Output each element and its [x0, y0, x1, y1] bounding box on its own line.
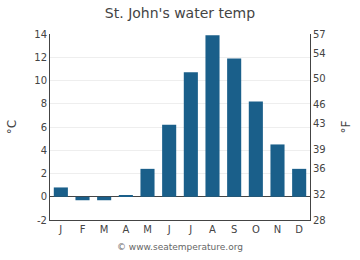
svg-text:D: D — [295, 224, 303, 235]
svg-text:12: 12 — [34, 52, 47, 63]
svg-text:50: 50 — [313, 73, 326, 84]
svg-text:S: S — [231, 224, 237, 235]
svg-text:O: O — [252, 224, 260, 235]
svg-text:4: 4 — [41, 145, 47, 156]
svg-text:39: 39 — [313, 144, 326, 155]
svg-text:M: M — [143, 224, 152, 235]
svg-text:43: 43 — [313, 118, 326, 129]
svg-text:J: J — [188, 224, 192, 235]
svg-text:32: 32 — [313, 189, 326, 200]
svg-text:10: 10 — [34, 75, 47, 86]
svg-text:8: 8 — [41, 98, 47, 109]
svg-text:0: 0 — [41, 191, 47, 202]
svg-text:A: A — [122, 224, 129, 235]
svg-text:46: 46 — [313, 99, 326, 110]
svg-text:J: J — [167, 224, 171, 235]
svg-text:M: M — [100, 224, 109, 235]
svg-text:A: A — [209, 224, 216, 235]
svg-text:57: 57 — [313, 29, 326, 40]
svg-text:54: 54 — [313, 48, 326, 59]
svg-text:St. John's water temp: St. John's water temp — [105, 5, 255, 21]
svg-text:F: F — [80, 224, 86, 235]
svg-text:°C: °C — [5, 120, 19, 134]
svg-text:© www.seatemperature.org: © www.seatemperature.org — [117, 242, 243, 252]
svg-text:N: N — [274, 224, 281, 235]
svg-text:36: 36 — [313, 163, 326, 174]
svg-text:6: 6 — [41, 122, 47, 133]
svg-text:°F: °F — [339, 120, 353, 133]
svg-text:14: 14 — [34, 29, 47, 40]
svg-text:28: 28 — [313, 215, 326, 226]
svg-text:2: 2 — [41, 168, 47, 179]
svg-text:-2: -2 — [37, 215, 47, 226]
svg-text:J: J — [58, 224, 62, 235]
